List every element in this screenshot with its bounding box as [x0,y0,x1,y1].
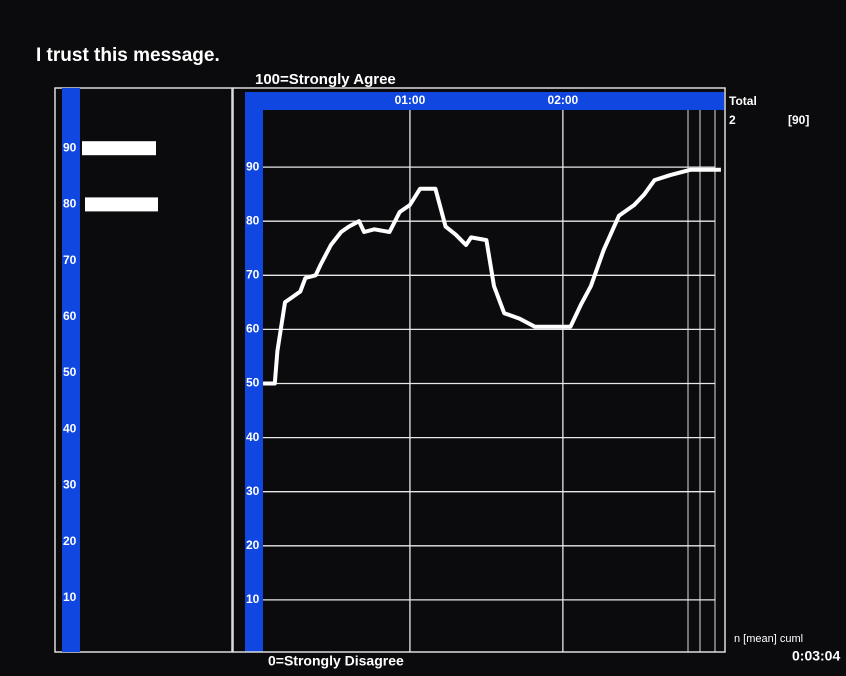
top-label: 100=Strongly Agree [255,71,396,88]
y-tick-label: 20 [246,538,260,552]
y-tick-label: 30 [246,484,260,498]
time-strip [255,92,724,110]
bottom-label: 0=Strongly Disagree [268,653,404,669]
left-scale-strip [62,88,80,652]
y-tick-label: 50 [246,376,260,390]
line [263,167,721,386]
summary-legend: n [mean] cuml [734,633,803,645]
main-scale-strip [245,92,263,652]
y-tick-label: 60 [246,322,260,336]
y-tick-label: 30 [63,478,77,492]
y-tick-label: 10 [246,592,260,606]
main-frame [232,87,726,653]
y-tick-label: 40 [246,430,260,444]
question: I trust this message. [36,45,220,66]
response-marker [85,197,158,212]
y-tick-label: 70 [63,253,77,267]
y-tick-label: 40 [63,421,77,435]
response-marker [82,141,156,156]
x-tick-label: 02:00 [548,93,579,107]
y-tick-label: 20 [63,534,77,548]
summary-mean: [90] [788,113,809,127]
summary-n: 2 [729,113,736,127]
y-tick-label: 10 [63,590,77,604]
y-tick-label: 90 [63,140,77,154]
y-tick-label: 50 [63,365,77,379]
y-tick-label: 80 [246,213,260,227]
summary-header: Total [729,94,757,108]
y-tick-label: 60 [63,309,77,323]
elapsed-time: 0:03:04 [792,648,840,664]
y-tick-label: 70 [246,267,260,281]
y-tick-label: 80 [63,197,77,211]
left-frame [54,87,233,653]
y-tick-label: 90 [246,159,260,173]
x-tick-label: 01:00 [395,93,426,107]
